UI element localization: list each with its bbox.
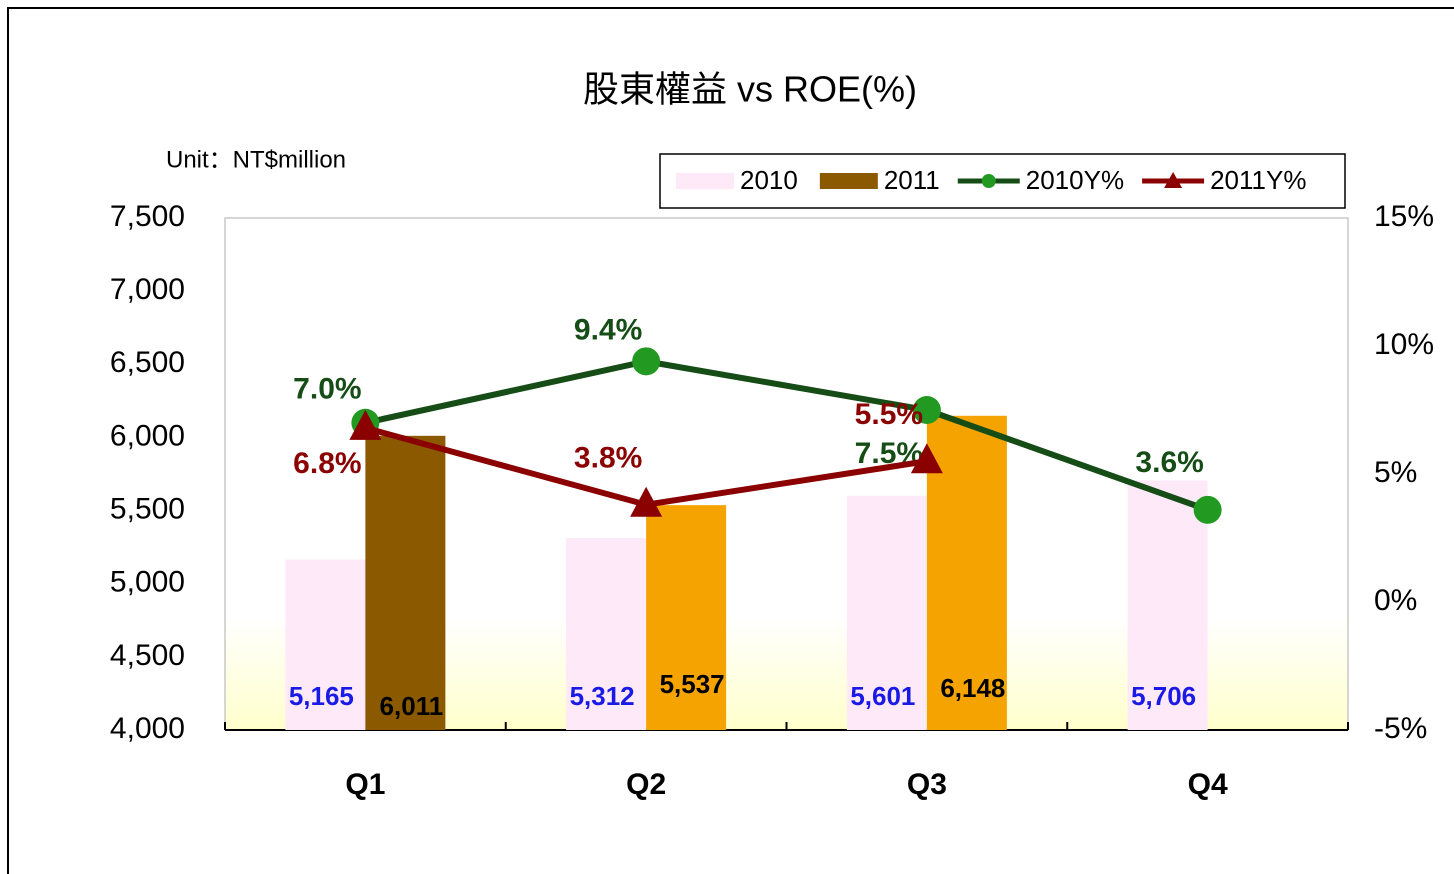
bar	[926, 415, 1007, 730]
line-value-label: 3.8%	[574, 442, 642, 475]
chart-title: 股東權益 vs ROE(%)	[583, 69, 917, 110]
y-tick-label: 6,500	[110, 346, 185, 379]
marker	[630, 486, 663, 517]
bar-value-label: 5,537	[660, 669, 725, 699]
y2-tick-label: -5%	[1374, 712, 1427, 745]
line-value-label: 7.0%	[293, 373, 361, 406]
bar-value-label: 5,165	[289, 681, 354, 711]
legend-marker	[1164, 172, 1183, 188]
y-tick-label: 7,500	[110, 200, 185, 233]
bar-value-label: 6,011	[380, 691, 444, 721]
line-value-label: 6.8%	[293, 447, 361, 480]
y2-tick-label: 0%	[1374, 584, 1417, 617]
legend-marker	[981, 174, 996, 188]
legend-label: 2011	[884, 165, 940, 195]
x-tick-label: Q1	[345, 768, 385, 801]
line-value-label: 3.6%	[1135, 446, 1203, 479]
layer: 4,000 4,500 5,000 5,500 6,000 6,500 7,000 7,500…	[110, 165, 1434, 801]
bar	[646, 505, 727, 730]
y-tick-label: 7,000	[110, 273, 185, 306]
marker	[632, 347, 661, 376]
x-tick-label: Q4	[1188, 768, 1228, 801]
bar-value-label: 5,601	[850, 681, 915, 711]
line-value-label: 5.5%	[855, 398, 923, 431]
legend-label: 2011Y%	[1210, 165, 1306, 195]
y2-tick-label: 5%	[1374, 456, 1417, 489]
bar-value-label: 6,148	[940, 673, 1005, 703]
y-tick-label: 5,500	[110, 492, 185, 525]
bar	[1127, 480, 1208, 730]
bar-value-label: 5,312	[570, 681, 635, 711]
legend-swatch	[819, 173, 878, 189]
y-tick-label: 4,500	[110, 639, 185, 672]
bar	[566, 538, 647, 730]
marker	[349, 409, 382, 440]
marker	[912, 396, 941, 424]
legend-swatch	[676, 173, 734, 189]
x-tick-label: Q2	[626, 768, 666, 801]
y-tick-label: 5,000	[110, 566, 185, 599]
y2-tick-label: 10%	[1374, 328, 1434, 361]
bar	[365, 435, 446, 730]
bar	[846, 495, 927, 730]
y2-tick-label: 15%	[1374, 200, 1434, 233]
y-tick-label: 6,000	[110, 419, 185, 452]
marker	[910, 443, 943, 474]
line-value-label: 9.4%	[574, 313, 642, 346]
legend-label: 2010Y%	[1026, 165, 1124, 195]
x-tick-label: Q3	[907, 768, 947, 801]
line	[364, 358, 1209, 513]
bar-value-label: 5,706	[1131, 681, 1196, 711]
legend-label: 2010	[740, 165, 798, 195]
y-tick-label: 4,000	[110, 712, 185, 745]
unit-label: Unit：NT$million	[166, 146, 346, 173]
marker	[1193, 495, 1222, 524]
bar	[285, 559, 366, 730]
